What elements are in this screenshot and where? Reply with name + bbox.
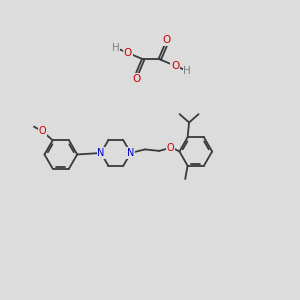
Text: H: H xyxy=(112,43,120,53)
Text: O: O xyxy=(162,35,170,45)
Text: N: N xyxy=(97,148,105,158)
Text: N: N xyxy=(127,148,134,158)
Text: O: O xyxy=(133,74,141,84)
Text: O: O xyxy=(171,61,179,71)
Text: O: O xyxy=(124,48,132,58)
Text: H: H xyxy=(183,66,191,76)
Text: O: O xyxy=(167,143,174,153)
Text: O: O xyxy=(38,126,46,136)
